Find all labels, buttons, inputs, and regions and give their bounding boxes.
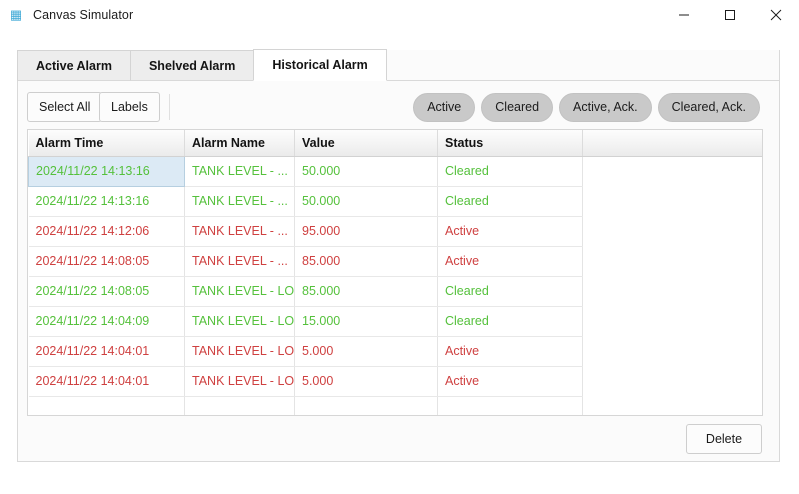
cell-alarm-name[interactable]: TANK LEVEL - ... (184, 186, 295, 217)
tab-historical-alarm[interactable]: Historical Alarm (253, 49, 387, 81)
cell-alarm-name[interactable]: TANK LEVEL - LO... (184, 366, 295, 397)
cell-alarm-time[interactable]: 2024/11/22 14:04:01 (28, 366, 185, 397)
cell-value[interactable]: 5.000 (294, 366, 438, 397)
cell-alarm-time[interactable]: 2024/11/22 14:13:16 (28, 186, 185, 217)
cell-empty (437, 396, 583, 415)
cell-alarm-time[interactable]: 2024/11/22 14:04:09 (28, 306, 185, 337)
app-icon: ▦ (8, 7, 24, 23)
tab-shelved-alarm[interactable]: Shelved Alarm (129, 50, 255, 81)
cell-status[interactable]: Cleared (437, 186, 583, 217)
cell-filler (582, 336, 762, 366)
cell-empty (184, 396, 295, 415)
cell-value[interactable]: 85.000 (294, 276, 438, 307)
cell-alarm-time[interactable]: 2024/11/22 14:08:05 (28, 276, 185, 307)
labels-button[interactable]: Labels (99, 92, 160, 122)
filter-pill-cleared-ack[interactable]: Cleared, Ack. (657, 92, 760, 122)
delete-button[interactable]: Delete (686, 424, 762, 454)
app-icon-glyph: ▦ (9, 6, 23, 22)
cell-value[interactable]: 15.000 (294, 306, 438, 337)
cell-value[interactable]: 85.000 (294, 246, 438, 277)
maximize-icon[interactable] (707, 0, 753, 29)
alarm-table-header: Alarm Time Alarm Name Value Status (28, 130, 762, 157)
cell-alarm-name[interactable]: TANK LEVEL - ... (184, 246, 295, 277)
table-header-row: Alarm Time Alarm Name Value Status (28, 130, 762, 157)
cell-alarm-name[interactable]: TANK LEVEL - LOW (184, 336, 295, 367)
table-row[interactable]: 2024/11/22 14:12:06 TANK LEVEL - ... 95.00… (28, 216, 762, 247)
cell-value[interactable]: 50.000 (294, 186, 438, 217)
cell-filler (582, 186, 762, 216)
title-bar: ▦ Canvas Simulator (0, 0, 799, 29)
cell-filler (582, 216, 762, 246)
cell-alarm-time[interactable]: 2024/11/22 14:08:05 (28, 246, 185, 277)
table-row[interactable]: 2024/11/22 14:04:01 TANK LEVEL - LO... 5.0… (28, 366, 762, 397)
alarm-table-container[interactable]: Alarm Time Alarm Name Value Status 2024/… (27, 129, 763, 416)
tab-strip-filler (385, 50, 780, 81)
cell-value[interactable]: 95.000 (294, 216, 438, 247)
cell-alarm-time[interactable]: 2024/11/22 14:13:16 (28, 155, 185, 187)
column-header-filler (582, 130, 762, 157)
cell-alarm-name[interactable]: TANK LEVEL - LO... (184, 306, 295, 337)
cell-status[interactable]: Active (437, 336, 583, 367)
cell-alarm-time[interactable]: 2024/11/22 14:04:01 (28, 336, 185, 367)
tab-active-alarm[interactable]: Active Alarm (17, 50, 131, 81)
column-header-alarm-time[interactable]: Alarm Time (28, 130, 185, 157)
filter-pill-active-ack[interactable]: Active, Ack. (559, 92, 652, 122)
minimize-icon[interactable] (661, 0, 707, 29)
cell-filler (582, 246, 762, 276)
table-row[interactable]: 2024/11/22 14:08:05 TANK LEVEL - ... 85.00… (28, 246, 762, 277)
cell-filler (582, 306, 762, 336)
cell-status[interactable]: Active (437, 216, 583, 247)
cell-status[interactable]: Cleared (437, 306, 583, 337)
cell-status[interactable]: Cleared (437, 156, 583, 187)
table-row[interactable]: 2024/11/22 14:13:16 TANK LEVEL - ... 50.00… (28, 186, 762, 217)
tab-strip: Active Alarm Shelved Alarm Historical Al… (17, 49, 780, 81)
cell-value[interactable]: 50.000 (294, 156, 438, 187)
alarm-table: Alarm Time Alarm Name Value Status 2024/… (28, 130, 762, 415)
column-header-status[interactable]: Status (437, 130, 583, 157)
table-row[interactable]: 2024/11/22 14:04:09 TANK LEVEL - LO... 15.… (28, 306, 762, 337)
cell-empty (294, 396, 438, 415)
column-header-alarm-name[interactable]: Alarm Name (184, 130, 295, 157)
toolbar: Select All Labels Active Cleared Active,… (27, 92, 770, 122)
cell-status[interactable]: Cleared (437, 276, 583, 307)
filter-pill-active[interactable]: Active (413, 92, 476, 122)
filter-pill-cleared[interactable]: Cleared (481, 92, 554, 122)
cell-alarm-name[interactable]: TANK LEVEL - LOW (184, 276, 295, 307)
column-header-value[interactable]: Value (294, 130, 438, 157)
window-title: Canvas Simulator (33, 7, 134, 22)
cell-status[interactable]: Active (437, 366, 583, 397)
table-row[interactable]: 2024/11/22 14:13:16 TANK LEVEL - ... 50.00… (28, 155, 762, 187)
alarm-table-body: 2024/11/22 14:13:16 TANK LEVEL - ... 50.00… (28, 155, 762, 415)
cell-filler (582, 396, 762, 415)
cell-alarm-name[interactable]: TANK LEVEL - ... (184, 156, 295, 187)
close-icon[interactable] (753, 0, 799, 29)
select-all-button[interactable]: Select All (27, 92, 103, 122)
cell-alarm-name[interactable]: TANK LEVEL - ... (184, 216, 295, 247)
table-empty-row (28, 396, 762, 415)
cell-filler (582, 156, 762, 186)
cell-empty (28, 396, 185, 415)
toolbar-divider (169, 94, 170, 120)
cell-filler (582, 366, 762, 396)
window-controls (661, 0, 799, 29)
cell-filler (582, 276, 762, 306)
filter-pill-group: Active Cleared Active, Ack. Cleared, Ack… (413, 92, 760, 122)
cell-value[interactable]: 5.000 (294, 336, 438, 367)
cell-status[interactable]: Active (437, 246, 583, 277)
cell-alarm-time[interactable]: 2024/11/22 14:12:06 (28, 216, 185, 247)
